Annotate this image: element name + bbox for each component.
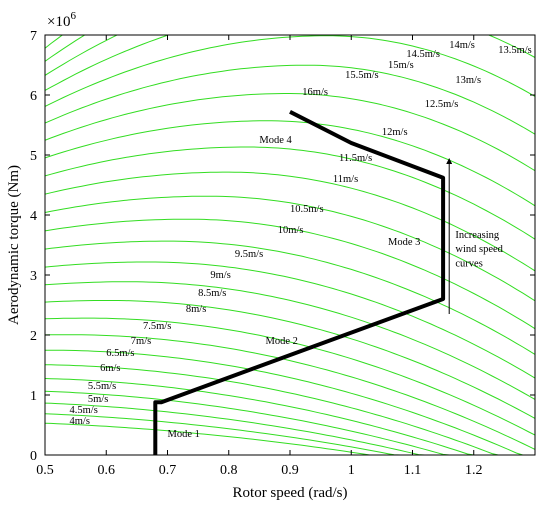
curve-label-2: 4.5m/s: [70, 405, 98, 416]
y-tick-label: 5: [30, 149, 37, 164]
curve-label-3: 5m/s: [88, 394, 108, 405]
x-tick-label: 0.5: [36, 463, 54, 478]
wind-curve-16: [45, 171, 535, 272]
curve-label-19: 13m/s: [455, 75, 481, 86]
y-tick-label: 2: [30, 329, 37, 344]
curve-label-25: 16m/s: [302, 87, 328, 98]
wind-curve-12: [45, 261, 535, 379]
curve-label-7: 7m/s: [131, 336, 151, 347]
y-tick-label: 1: [30, 389, 37, 404]
wind-curve-17: [45, 146, 535, 240]
curve-label-21: 14m/s: [449, 40, 475, 51]
wind-curve-11: [45, 281, 535, 400]
wind-curve-9: [45, 317, 535, 436]
x-tick-label: 0.6: [97, 463, 115, 478]
curve-label-8: 7.5m/s: [143, 321, 171, 332]
y-tick-label: 6: [30, 89, 37, 104]
wind-curve-15: [45, 195, 535, 302]
mode-label-4: Mode 4: [259, 135, 292, 146]
wind-curve-4: [45, 390, 535, 455]
x-tick-label: 0.9: [281, 463, 299, 478]
wind-curve-20: [45, 64, 535, 135]
curve-label-9: 8m/s: [186, 304, 206, 315]
note-line-7: curves: [455, 259, 482, 270]
y-tick-label: 7: [30, 29, 37, 44]
curve-label-5: 6m/s: [100, 363, 120, 374]
y-axis-exponent-power: 6: [70, 10, 76, 22]
curve-label-1: 4m/s: [70, 416, 90, 427]
x-tick-label: 1: [348, 463, 355, 478]
curve-label-12: 9.5m/s: [235, 249, 263, 260]
wind-curve-19: [45, 93, 535, 172]
curve-label-14: 10.5m/s: [290, 204, 324, 215]
curve-labels-layer: 4m/s4.5m/s5m/s 5.5m/s 6m/s 6.5m/s7m/s 7.5m/s…: [70, 40, 532, 427]
wind-curves-layer: [45, 35, 535, 455]
curve-label-17: 12m/s: [382, 127, 408, 138]
x-tick-label: 1.1: [404, 463, 422, 478]
control-trajectory: [153, 110, 446, 455]
annotations-layer: Mode 1 Mode 2 Mode 3 Mode 4 Increasing wind s…: [168, 135, 504, 440]
curve-label-16: 11.5m/s: [339, 153, 372, 164]
mode-label-1: Mode 1: [168, 429, 200, 440]
x-tick-label: 0.7: [159, 463, 177, 478]
wind-curve-10: [45, 300, 535, 419]
y-axis-exponent: ×106: [47, 10, 76, 30]
note-line-5: Increasing: [455, 230, 499, 241]
wind-curve-2: [45, 413, 535, 455]
wind-curve-6: [45, 364, 535, 455]
curve-label-6: 6.5m/s: [106, 348, 134, 359]
wind-curve-18: [45, 120, 535, 207]
y-tick-label: 3: [30, 269, 37, 284]
x-tick-label: 0.8: [220, 463, 238, 478]
wind-curve-22: [45, 35, 535, 91]
wind-curve-8: [45, 334, 535, 450]
curve-label-13: 10m/s: [278, 225, 304, 236]
y-tick-label: 4: [30, 209, 37, 224]
wind-curve-7: [45, 349, 535, 455]
curve-label-15: 11m/s: [333, 174, 358, 185]
curve-label-18: 12.5m/s: [425, 99, 459, 110]
curve-label-24: 15.5m/s: [345, 70, 379, 81]
mode-label-2: Mode 2: [266, 336, 298, 347]
wind-curve-1: [45, 422, 535, 455]
wind-curve-14: [45, 218, 535, 330]
wind-curve-13: [45, 240, 535, 355]
curve-label-20: 13.5m/s: [498, 45, 532, 56]
mode-label-3: Mode 3: [388, 237, 420, 248]
curve-label-23: 15m/s: [388, 60, 414, 71]
curve-label-4: 5.5m/s: [88, 381, 116, 392]
wind-curve-5: [45, 378, 535, 455]
curve-label-22: 14.5m/s: [406, 49, 440, 60]
x-tick-label: 1.2: [465, 463, 483, 478]
note-line-6: wind speed: [455, 244, 503, 255]
curve-label-11: 9m/s: [210, 270, 230, 281]
wind-curve-3: [45, 402, 535, 455]
axis-ticks-layer: 0.5 0.6 0.7 0.8 0.9 1 1.1 1.2 0 1 2 3 4 5 6 7: [30, 29, 535, 478]
trajectory-layer: [153, 110, 446, 455]
wind-curve-24: [45, 35, 86, 62]
curve-label-10: 8.5m/s: [198, 288, 226, 299]
y-axis-exponent-base: ×10: [47, 14, 70, 30]
y-axis-title: Aerodynamic torque (Nm): [6, 165, 22, 325]
y-tick-label: 0: [30, 449, 37, 464]
x-axis-title: Rotor speed (rad/s): [233, 485, 348, 501]
